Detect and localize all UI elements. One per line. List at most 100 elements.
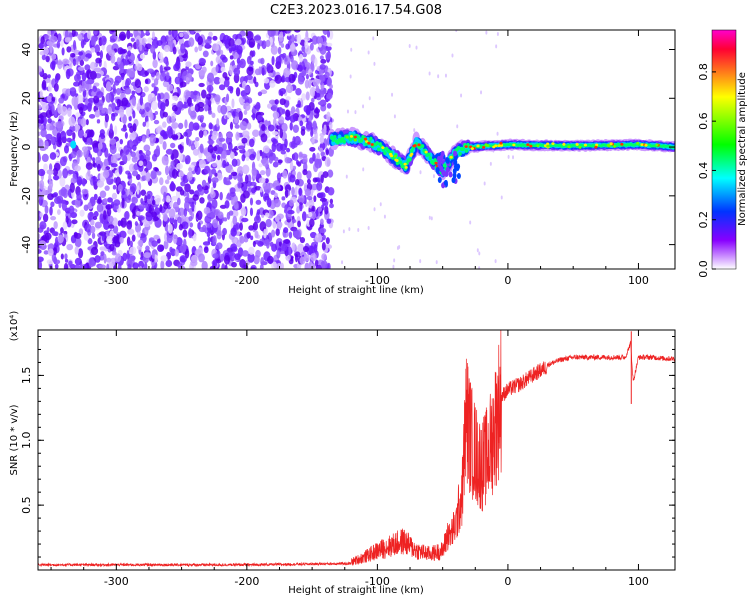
noise-speckle xyxy=(185,61,192,68)
noise-speckle xyxy=(203,246,209,254)
noise-speckle xyxy=(315,92,321,98)
noise-speckle xyxy=(223,217,228,222)
noise-speckle xyxy=(138,260,145,269)
noise-speckle xyxy=(109,243,115,252)
noise-speckle xyxy=(53,192,59,197)
noise-speckle xyxy=(279,143,288,151)
signal-track xyxy=(356,135,361,140)
noise-speckle xyxy=(192,148,200,156)
noise-speckle xyxy=(234,253,241,261)
noise-speckle xyxy=(54,259,61,265)
noise-speckle xyxy=(107,215,114,223)
noise-speckle xyxy=(230,171,238,177)
noise-speckle xyxy=(242,164,250,175)
noise-speckle xyxy=(325,149,329,156)
noise-speckle xyxy=(57,234,64,244)
signal-plume xyxy=(453,159,458,166)
signal-hotspot xyxy=(655,143,659,147)
noise-speckle xyxy=(189,207,193,216)
noise-speckle xyxy=(61,47,65,56)
noise-speckle xyxy=(123,145,130,156)
noise-speckle xyxy=(260,89,268,95)
noise-speckle xyxy=(166,233,173,244)
signal-plume xyxy=(439,165,444,172)
noise-speckle xyxy=(204,103,209,112)
noise-speckle xyxy=(230,227,237,237)
noise-speckle xyxy=(289,174,296,183)
noise-speckle xyxy=(301,93,307,101)
noise-speckle xyxy=(145,43,152,50)
noise-speckle xyxy=(286,34,292,41)
noise-speckle xyxy=(291,60,299,70)
noise-speckle xyxy=(157,244,165,253)
noise-speckle xyxy=(108,129,114,139)
noise-speckle xyxy=(226,194,230,200)
noise-speckle xyxy=(320,174,324,184)
signal-hotspot xyxy=(424,150,428,154)
noise-speckle xyxy=(224,76,230,81)
noise-speckle xyxy=(208,31,213,37)
noise-speckle xyxy=(143,144,151,152)
noise-speckle xyxy=(41,54,46,61)
noise-speckle xyxy=(110,30,118,33)
noise-speckle xyxy=(326,218,332,224)
noise-speckle xyxy=(134,79,142,89)
noise-speckle xyxy=(288,246,292,256)
noise-speckle xyxy=(284,57,288,62)
noise-speckle xyxy=(163,191,167,202)
noise-speckle xyxy=(165,72,170,80)
noise-speckle xyxy=(60,130,67,141)
signal-track xyxy=(383,151,387,156)
noise-speckle xyxy=(94,67,102,73)
noise-speckle xyxy=(324,205,329,215)
noise-speckle xyxy=(62,168,69,179)
noise-speckle xyxy=(153,234,160,240)
noise-speckle xyxy=(38,131,41,137)
noise-speckle xyxy=(159,72,165,82)
noise-speckle xyxy=(217,211,224,219)
noise-speckle xyxy=(244,85,251,94)
noise-speckle xyxy=(239,222,243,231)
sparse-speckle xyxy=(367,225,370,230)
noise-speckle xyxy=(39,179,45,190)
noise-speckle xyxy=(159,64,163,75)
noise-speckle xyxy=(128,115,132,122)
spectrogram-xlabel: Height of straight line (km) xyxy=(288,285,424,296)
noise-speckle xyxy=(270,229,276,238)
noise-speckle xyxy=(112,225,119,234)
noise-speckle xyxy=(129,138,133,148)
sparse-speckle xyxy=(496,131,499,136)
noise-speckle xyxy=(64,30,69,40)
noise-speckle xyxy=(207,139,215,145)
noise-speckle xyxy=(53,221,58,230)
noise-speckle xyxy=(126,236,131,247)
noise-speckle xyxy=(228,64,234,76)
sparse-speckle xyxy=(451,53,454,58)
noise-speckle xyxy=(162,141,167,150)
noise-speckle xyxy=(98,264,106,269)
noise-speckle xyxy=(136,63,143,72)
noise-speckle xyxy=(297,220,301,228)
noise-speckle xyxy=(56,209,61,215)
noise-speckle xyxy=(91,232,96,239)
noise-speckle xyxy=(280,43,285,48)
noise-speckle xyxy=(60,227,64,234)
noise-speckle xyxy=(229,151,235,159)
noise-speckle xyxy=(315,79,322,84)
noise-speckle xyxy=(199,58,207,65)
noise-speckle xyxy=(59,176,66,187)
noise-speckle xyxy=(326,262,331,269)
noise-speckle xyxy=(231,210,239,218)
noise-speckle xyxy=(163,57,167,64)
noise-speckle xyxy=(206,231,211,238)
noise-speckle xyxy=(316,181,323,191)
noise-speckle xyxy=(91,157,96,162)
noise-speckle xyxy=(200,122,207,128)
noise-speckle xyxy=(234,51,239,59)
noise-speckle xyxy=(77,128,84,139)
noise-speckle xyxy=(54,263,59,269)
noise-speckle xyxy=(81,188,89,195)
noise-speckle xyxy=(90,219,95,226)
noise-speckle xyxy=(161,155,169,166)
signal-hotspot xyxy=(536,144,540,148)
